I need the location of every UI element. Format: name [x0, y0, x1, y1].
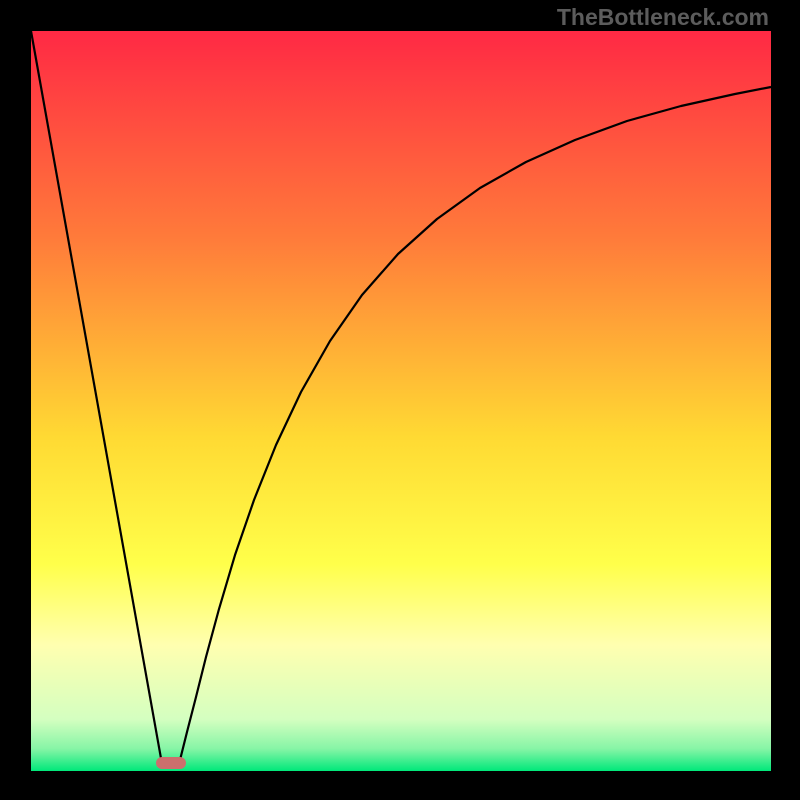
curve-right-segment: [179, 87, 771, 764]
watermark-text: TheBottleneck.com: [557, 4, 769, 31]
curve-layer: [0, 0, 800, 800]
curve-left-segment: [31, 31, 162, 764]
bottleneck-marker: [156, 757, 186, 769]
chart-container: TheBottleneck.com: [0, 0, 800, 800]
